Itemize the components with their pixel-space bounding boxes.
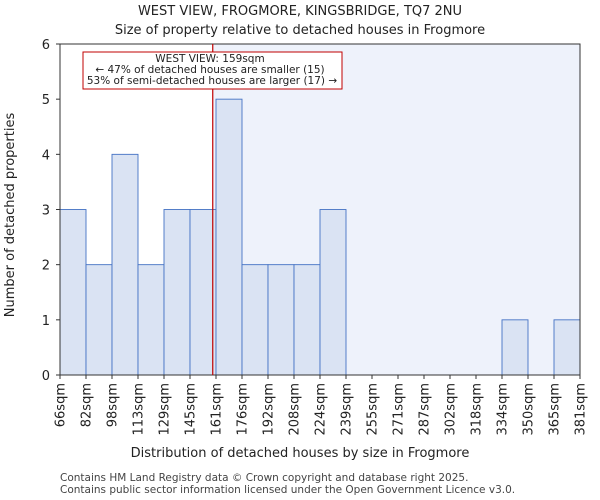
x-tick-label: 145sqm	[184, 383, 199, 436]
y-tick-label: 0	[42, 369, 50, 384]
bar-208sqm	[293, 264, 321, 376]
bar-192sqm	[267, 264, 295, 376]
x-tick-label: 192sqm	[262, 383, 277, 436]
annotation-box: WEST VIEW: 159sqm ← 47% of detached hous…	[82, 51, 343, 90]
y-tick-label: 6	[42, 38, 50, 53]
y-tick-label: 2	[42, 259, 50, 274]
bar-334sqm	[501, 319, 529, 376]
y-tick-label: 1	[42, 314, 50, 329]
x-tick-label: 365sqm	[548, 383, 563, 436]
x-tick-label: 113sqm	[132, 383, 147, 436]
plot-frame	[59, 43, 581, 376]
x-tick-label: 224sqm	[314, 383, 329, 436]
chart-title: WEST VIEW, FROGMORE, KINGSBRIDGE, TQ7 2N…	[138, 4, 462, 19]
y-tick-label: 4	[42, 148, 50, 163]
annotation-line-3: 53% of semi-detached houses are larger (…	[87, 75, 338, 87]
x-tick-label: 334sqm	[496, 383, 511, 436]
x-tick-label: 287sqm	[418, 383, 433, 436]
x-tick-label: 208sqm	[288, 383, 303, 436]
x-tick-label: 82sqm	[80, 383, 95, 427]
bar-66sqm	[59, 209, 87, 376]
x-tick-label: 66sqm	[54, 383, 69, 427]
chart-subtitle: Size of property relative to detached ho…	[115, 23, 485, 38]
annotation-frame	[82, 51, 343, 90]
x-tick-label: 239sqm	[340, 383, 355, 436]
bar-98sqm	[111, 153, 139, 376]
footer-line-1: Contains HM Land Registry data © Crown c…	[60, 472, 468, 484]
bar-365sqm	[553, 319, 581, 376]
footer-line-2: Contains public sector information licen…	[60, 484, 515, 496]
bar-82sqm	[85, 264, 113, 376]
x-tick-label: 318sqm	[470, 383, 485, 436]
bar-145sqm	[189, 209, 217, 376]
annotation-line-1: WEST VIEW: 159sqm	[155, 53, 264, 65]
y-axis-ticks: 0 1 2 3 4 5 6	[42, 38, 60, 384]
x-tick-label: 98sqm	[106, 383, 121, 427]
y-tick-label: 5	[42, 93, 50, 108]
x-tick-label: 255sqm	[366, 383, 381, 436]
bars	[59, 98, 581, 376]
x-tick-label: 129sqm	[158, 383, 173, 436]
bar-113sqm	[137, 264, 165, 376]
bar-224sqm	[319, 209, 347, 376]
x-tick-label: 302sqm	[444, 383, 459, 436]
bar-161sqm	[215, 98, 243, 376]
x-tick-label: 350sqm	[522, 383, 537, 436]
x-axis-ticks: 66sqm 82sqm 98sqm 113sqm 129sqm 145sqm 161sqm 1…	[54, 375, 589, 436]
y-axis-label: Number of detached properties	[3, 113, 18, 318]
x-tick-label: 381sqm	[574, 383, 589, 436]
x-tick-label: 161sqm	[210, 383, 225, 436]
bar-176sqm	[241, 264, 269, 376]
x-tick-label: 176sqm	[236, 383, 251, 436]
x-tick-label: 271sqm	[392, 383, 407, 436]
annotation-line-2: ← 47% of detached houses are smaller (15…	[95, 64, 324, 76]
bar-129sqm	[163, 209, 191, 376]
x-axis-label: Distribution of detached houses by size …	[131, 446, 470, 461]
y-tick-label: 3	[42, 204, 50, 219]
